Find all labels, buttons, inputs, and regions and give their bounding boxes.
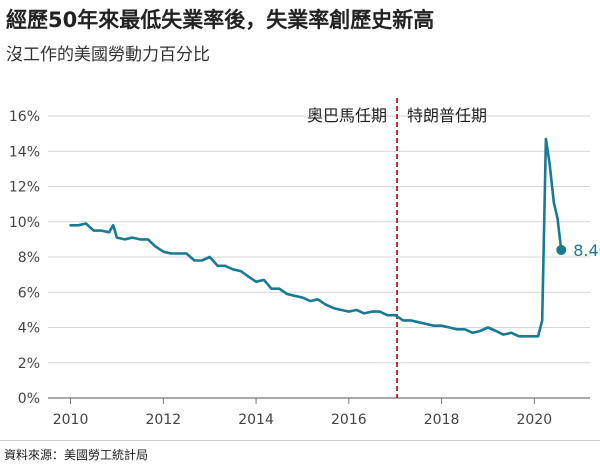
y-tick-label: 10% bbox=[9, 215, 40, 231]
footer-divider bbox=[0, 440, 600, 441]
series-group bbox=[69, 137, 567, 338]
y-tick-label: 14% bbox=[9, 144, 40, 160]
latest-value-label: 8.40% bbox=[573, 241, 600, 260]
grid-lines bbox=[48, 115, 590, 399]
obama-term-label: 奧巴馬任期 bbox=[307, 106, 387, 125]
chart-title: 經歷50年來最低失業率後，失業率創歷史新高 bbox=[6, 8, 435, 32]
x-axis-ticks: 2010 2012 2014 2016 2018 2020 bbox=[53, 398, 552, 428]
y-tick-label: 4% bbox=[18, 321, 40, 337]
y-tick-label: 2% bbox=[18, 356, 40, 372]
latest-value-point bbox=[556, 244, 567, 255]
y-tick-label: 6% bbox=[18, 285, 40, 301]
annotation-labels: 奧巴馬任期 特朗普任期 8.40% bbox=[307, 106, 600, 260]
y-tick-label: 12% bbox=[9, 180, 40, 196]
x-tick-label: 2020 bbox=[517, 412, 553, 428]
chart-subtitle: 沒工作的美國勞動力百分比 bbox=[6, 45, 210, 65]
y-axis-ticks: 0% 2% 4% 6% 8% 10% 12% 14% 16% bbox=[9, 109, 40, 407]
x-tick-label: 2012 bbox=[145, 412, 181, 428]
y-tick-label: 0% bbox=[18, 391, 40, 407]
source-note: 資料來源：美國勞工統計局 bbox=[4, 448, 149, 462]
trump-term-label: 特朗普任期 bbox=[407, 106, 487, 125]
x-tick-label: 2016 bbox=[331, 412, 367, 428]
unemployment-rate-line bbox=[69, 137, 563, 338]
y-tick-label: 16% bbox=[9, 109, 40, 125]
y-tick-label: 8% bbox=[18, 250, 40, 266]
x-tick-label: 2010 bbox=[53, 412, 89, 428]
x-tick-label: 2018 bbox=[424, 412, 460, 428]
x-tick-label: 2014 bbox=[238, 412, 274, 428]
